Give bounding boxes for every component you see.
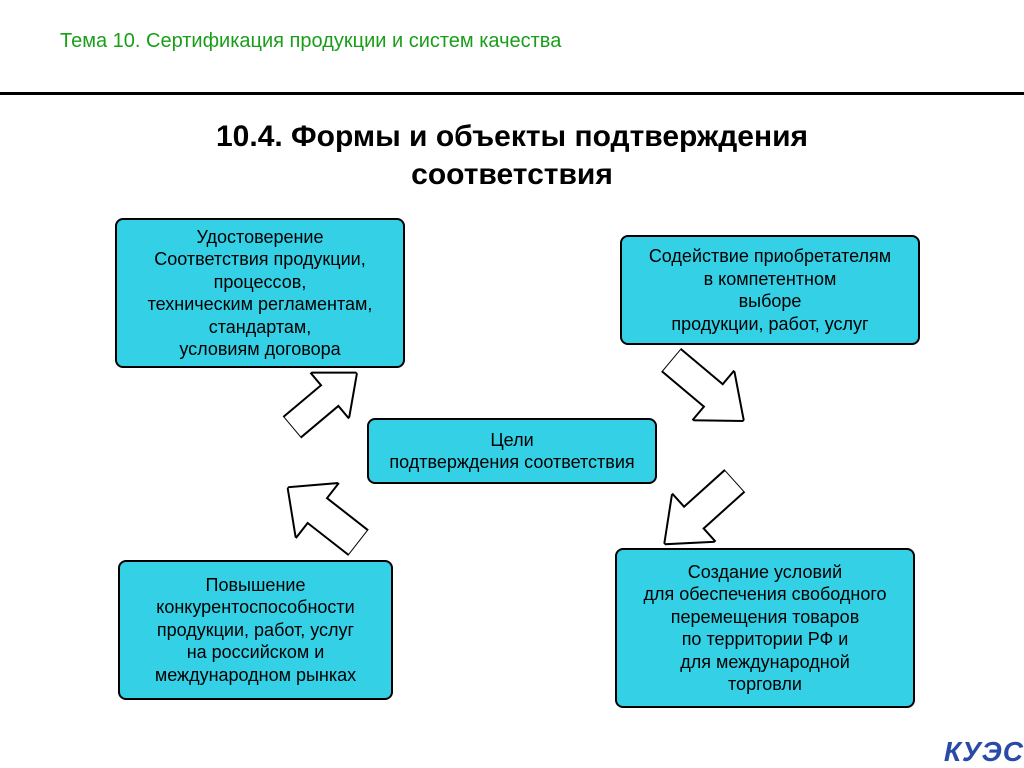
corner-logo-text: КУЭС <box>944 736 1024 767</box>
topic-text: Сертификация продукции и систем качества <box>146 30 561 52</box>
divider-line <box>0 92 1024 95</box>
heading-line1: 10.4. Формы и объекты подтверждения <box>216 120 808 153</box>
node-bottom-right-text: Создание условий для обеспечения свободн… <box>643 561 886 696</box>
node-bottom-left-text: Повышение конкурентоспособности продукци… <box>155 574 356 687</box>
center-node: Цели подтверждения соответствия <box>367 418 657 484</box>
node-bottom-right: Создание условий для обеспечения свободн… <box>615 548 915 708</box>
node-top-right-text: Содействие приобретателям в компетентном… <box>649 245 891 335</box>
node-bottom-left: Повышение конкурентоспособности продукци… <box>118 560 393 700</box>
heading-line2: соответствия <box>411 158 613 191</box>
topic-prefix: Тема 10. <box>60 30 146 52</box>
center-node-text: Цели подтверждения соответствия <box>389 429 634 474</box>
arrow-top-right <box>650 335 765 446</box>
slide-root: Тема 10. Сертификация продукции и систем… <box>0 0 1024 768</box>
node-top-left: Удостоверение Соответствия продукции, пр… <box>115 218 405 368</box>
topic-subtitle: Тема 10. Сертификация продукции и систем… <box>60 30 561 53</box>
node-top-left-text: Удостоверение Соответствия продукции, пр… <box>148 226 373 361</box>
node-top-right: Содействие приобретателям в компетентном… <box>620 235 920 345</box>
corner-logo: КУЭС <box>944 736 1024 768</box>
section-heading: 10.4. Формы и объекты подтверждения соот… <box>0 118 1024 193</box>
arrow-bottom-left <box>266 460 380 571</box>
